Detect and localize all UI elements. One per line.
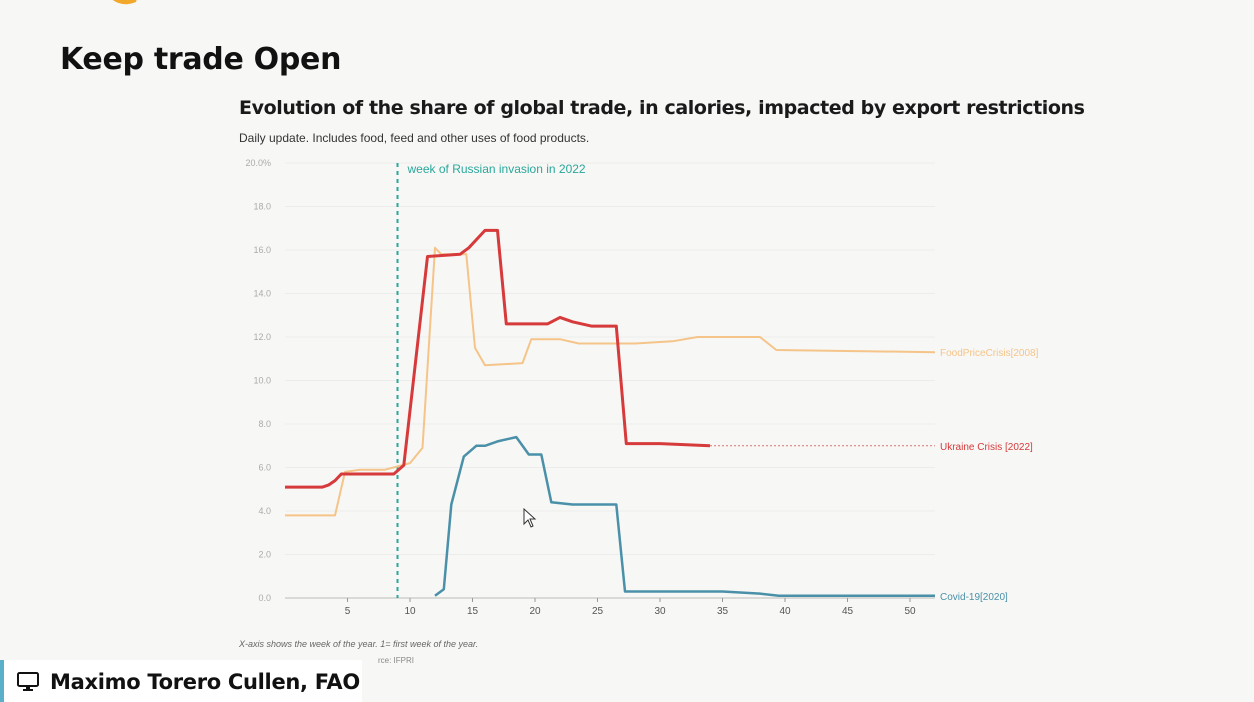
x-tick-label: 35 [717, 606, 729, 617]
invasion-marker-label: week of Russian invasion in 2022 [407, 162, 586, 176]
series-label: Covid-19[2020] [940, 592, 1008, 603]
series-line [434, 435, 935, 598]
x-tick-label: 45 [842, 606, 854, 617]
y-tick-label: 16.0 [253, 245, 271, 255]
x-tick-label: 5 [345, 606, 351, 617]
series-line [285, 228, 711, 489]
series-line [285, 246, 936, 517]
x-tick-label: 30 [654, 606, 666, 617]
x-tick-label: 15 [467, 606, 479, 617]
x-tick-label: 20 [529, 606, 541, 617]
chart-subtitle: Daily update. Includes food, feed and ot… [239, 131, 590, 145]
mouse-cursor-icon [523, 508, 537, 528]
y-tick-label: 4.0 [258, 506, 271, 516]
y-tick-label: 18.0 [253, 202, 271, 212]
x-axis-note: X-axis shows the week of the year. 1= fi… [239, 639, 479, 649]
speaker-banner: Maximo Torero Cullen, FAO [0, 660, 362, 702]
y-tick-label: 0.0 [258, 593, 271, 603]
y-tick-label: 6.0 [258, 463, 271, 473]
source-note: rce: IFPRI [378, 656, 415, 665]
x-tick-label: 40 [779, 606, 791, 617]
line-chart: 0.0 2.0 4.0 6.0 8.0 10.0 12.0 14.0 16.0 18.0 20.0%… [245, 158, 1039, 617]
speaker-name: Maximo Torero Cullen, FAO [50, 670, 360, 694]
y-tick-label: 10.0 [253, 376, 271, 386]
x-tick-label: 25 [592, 606, 604, 617]
slide-title: Keep trade Open [60, 42, 342, 77]
x-tick-label: 10 [404, 606, 416, 617]
y-tick-label: 12.0 [253, 332, 271, 342]
y-tick-label: 20.0% [245, 158, 271, 168]
monitor-icon [17, 672, 39, 691]
x-tick-label: 50 [904, 606, 916, 617]
y-tick-label: 8.0 [258, 419, 271, 429]
series-label: Ukraine Crisis [2022] [940, 442, 1033, 453]
y-tick-label: 14.0 [253, 289, 271, 299]
series-label: FoodPriceCrisis[2008] [940, 348, 1039, 359]
logo-fragment [112, 0, 137, 5]
chart-title: Evolution of the share of global trade, … [239, 97, 1085, 119]
y-tick-label: 2.0 [258, 550, 271, 560]
